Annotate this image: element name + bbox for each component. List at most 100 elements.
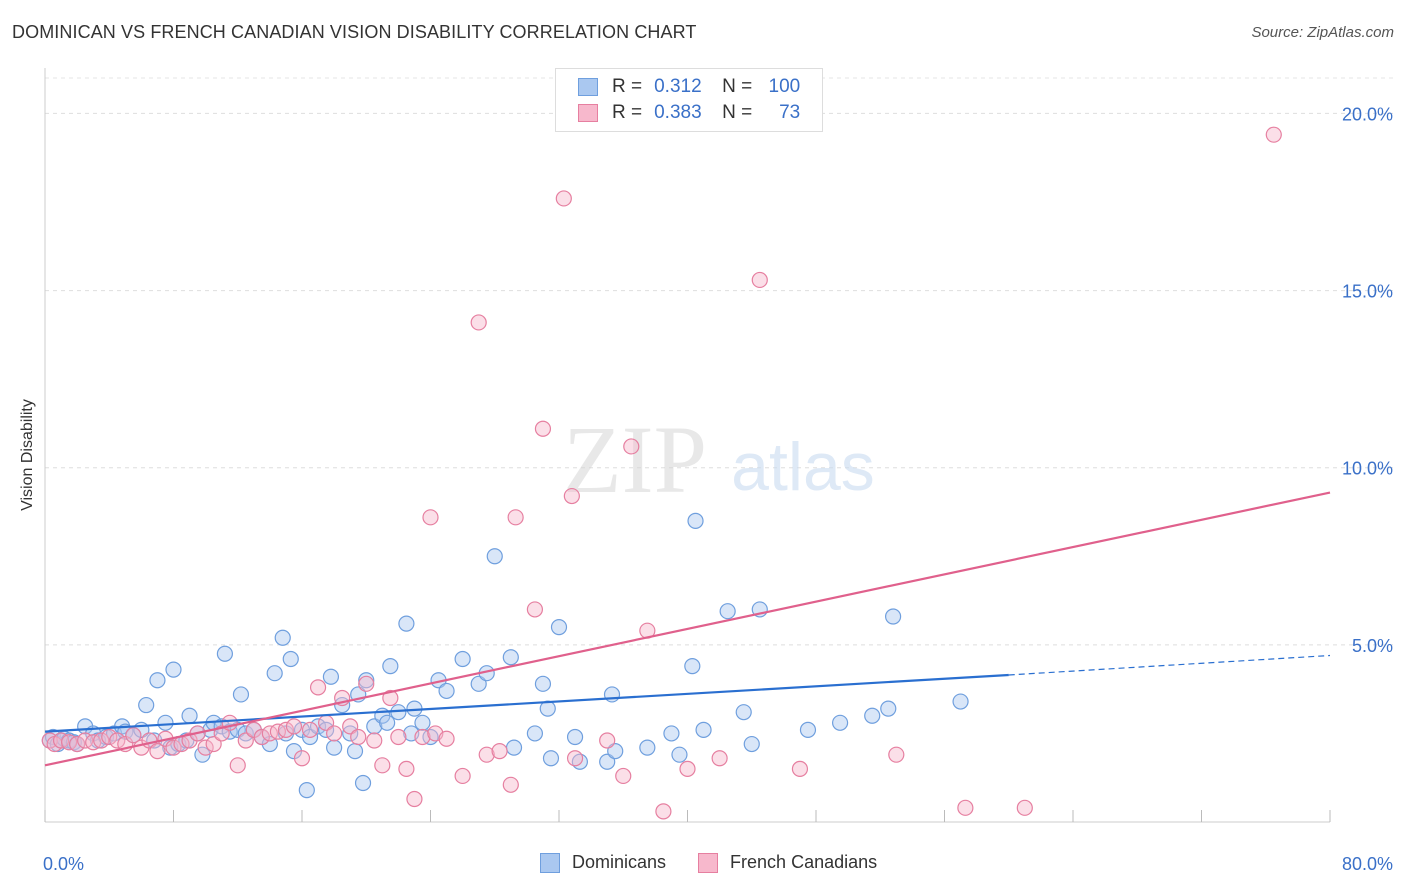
- data-point: [157, 714, 174, 731]
- data-point: [398, 760, 415, 777]
- legend-swatch-blue: [578, 78, 598, 96]
- data-point: [93, 732, 110, 749]
- data-point: [379, 714, 396, 731]
- data-point: [285, 718, 303, 735]
- data-point: [502, 776, 519, 793]
- data-point: [298, 782, 315, 799]
- data-point: [735, 704, 752, 721]
- legend-r-value: 0.383: [654, 102, 702, 123]
- data-point: [687, 512, 704, 529]
- data-point: [478, 746, 495, 763]
- watermark-zip: ZIP: [563, 406, 707, 513]
- data-point: [216, 645, 233, 662]
- data-point: [205, 735, 222, 753]
- data-point: [957, 799, 974, 816]
- data-point: [69, 735, 86, 753]
- data-point: [229, 757, 246, 774]
- data-point: [563, 487, 580, 505]
- data-point: [277, 721, 295, 738]
- data-point: [109, 732, 126, 749]
- x-tick-label-min: 0.0%: [43, 854, 84, 874]
- data-point: [138, 696, 155, 714]
- data-point: [711, 750, 728, 767]
- data-point: [743, 735, 760, 753]
- legend-swatch-pink: [698, 852, 719, 873]
- data-point: [799, 721, 817, 738]
- data-point: [831, 714, 849, 731]
- data-point: [374, 757, 391, 774]
- data-point: [952, 693, 969, 710]
- legend-item-dominicans: Dominicans: [540, 852, 666, 873]
- data-point: [101, 728, 118, 746]
- data-point: [526, 725, 544, 742]
- axes: [44, 68, 1331, 823]
- legend-row-dominicans: R = 0.312 N = 100: [578, 75, 800, 99]
- data-point: [454, 650, 471, 668]
- data-point: [358, 672, 375, 689]
- data-point: [438, 730, 455, 747]
- data-point: [526, 601, 544, 618]
- y-tick-label: 10.0%: [1342, 459, 1393, 479]
- data-point: [655, 803, 672, 820]
- data-point: [695, 721, 712, 738]
- data-point: [1016, 799, 1033, 816]
- tick-labels: 5.0% 10.0% 15.0% 20.0% 0.0% 80.0%: [43, 104, 1393, 874]
- source-credit: Source: ZipAtlas.com: [1251, 24, 1394, 41]
- data-point: [406, 790, 423, 808]
- data-point: [274, 629, 291, 646]
- data-point: [346, 743, 364, 760]
- data-point: [599, 753, 616, 770]
- data-point: [422, 509, 439, 526]
- data-point: [719, 603, 736, 620]
- data-point: [751, 271, 768, 289]
- data-point: [486, 548, 503, 565]
- chart-title: DOMINICAN VS FRENCH CANADIAN VISION DISA…: [12, 22, 697, 42]
- data-point: [398, 615, 415, 632]
- legend-n-value: 73: [779, 102, 801, 123]
- correlation-legend: R = 0.312 N = 100 R = 0.383 N = 73: [555, 68, 823, 132]
- data-point: [507, 509, 524, 526]
- data-point: [366, 732, 383, 749]
- data-point: [671, 746, 688, 763]
- data-point: [470, 314, 487, 331]
- legend-swatch-blue: [540, 852, 560, 873]
- legend-n-label: N =: [722, 76, 753, 97]
- data-point: [342, 718, 359, 735]
- data-point: [350, 728, 367, 746]
- series-legend: Dominicans French Canadians: [540, 852, 909, 873]
- data-point: [322, 668, 340, 685]
- legend-item-french-canadians: French Canadians: [698, 852, 877, 873]
- trend-line-french-canadians: [44, 491, 1331, 767]
- data-point: [382, 658, 399, 675]
- data-point: [358, 675, 375, 692]
- watermark-atlas: atlas: [731, 429, 875, 505]
- data-point: [197, 739, 214, 756]
- data-point: [639, 739, 656, 756]
- data-point: [253, 728, 270, 746]
- data-point: [679, 760, 696, 777]
- data-point: [266, 665, 283, 682]
- data-point: [309, 679, 327, 696]
- legend-r-value: 0.312: [654, 76, 702, 97]
- data-point: [181, 707, 198, 724]
- data-point: [607, 743, 624, 760]
- data-point: [684, 658, 701, 675]
- data-point: [623, 438, 640, 455]
- data-point: [414, 714, 431, 731]
- data-point: [470, 675, 487, 692]
- data-point: [326, 725, 343, 742]
- data-point: [542, 750, 560, 767]
- series-french-canadians: [41, 126, 1282, 820]
- data-point: [491, 743, 508, 760]
- data-point: [354, 774, 372, 792]
- data-point: [149, 743, 166, 760]
- data-point: [366, 718, 383, 735]
- data-point: [414, 728, 431, 746]
- data-point: [599, 732, 616, 749]
- trend-lines: [44, 491, 1331, 767]
- data-point: [615, 767, 632, 785]
- legend-r-label: R =: [612, 102, 643, 123]
- trend-line-dominicans-extension: [1008, 654, 1331, 676]
- trend-line-dominicans: [44, 673, 1009, 733]
